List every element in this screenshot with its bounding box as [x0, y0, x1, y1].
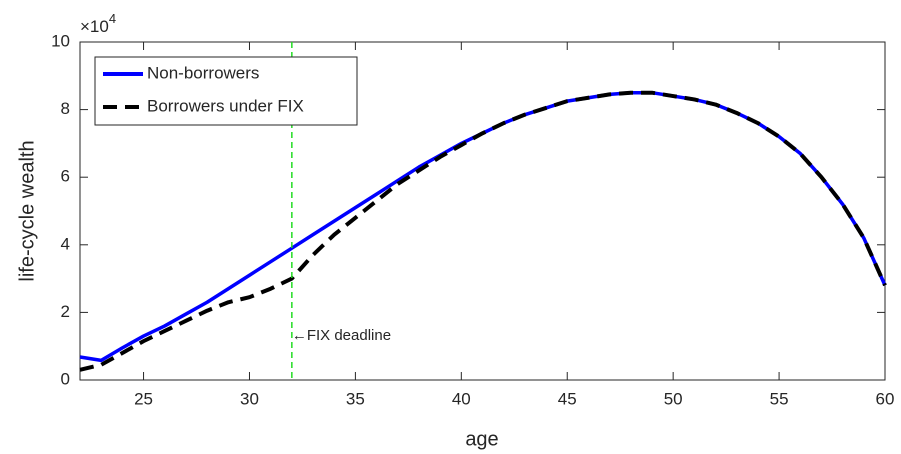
y-axis-label: life-cycle wealth [16, 140, 38, 281]
x-tick-label: 30 [240, 389, 259, 408]
multiplier-exponent: 4 [109, 11, 116, 26]
y-tick-label: 2 [61, 302, 70, 321]
y-tick-label: 6 [61, 167, 70, 186]
x-axis-label: age [465, 428, 498, 450]
x-tick-label: 45 [558, 389, 577, 408]
x-tick-label: 60 [876, 389, 895, 408]
annotation: ←FIX deadline [292, 327, 391, 344]
legend-label: Non-borrowers [147, 63, 259, 82]
x-tick-label: 55 [770, 389, 789, 408]
legend-label: Borrowers under FIX [147, 96, 304, 115]
y-tick-label: 4 [61, 234, 70, 253]
x-tick-label: 35 [346, 389, 365, 408]
x-tick-label: 40 [452, 389, 471, 408]
y-tick-label: 10 [51, 31, 70, 50]
x-tick-label: 50 [664, 389, 683, 408]
y-multiplier: ×104 [80, 11, 116, 36]
y-tick-label: 0 [61, 369, 70, 388]
x-tick-label: 25 [134, 389, 153, 408]
y-tick-label: 8 [61, 99, 70, 118]
series-line [79, 90, 887, 372]
multiplier-base: ×10 [80, 17, 109, 36]
legend-box [94, 56, 358, 126]
